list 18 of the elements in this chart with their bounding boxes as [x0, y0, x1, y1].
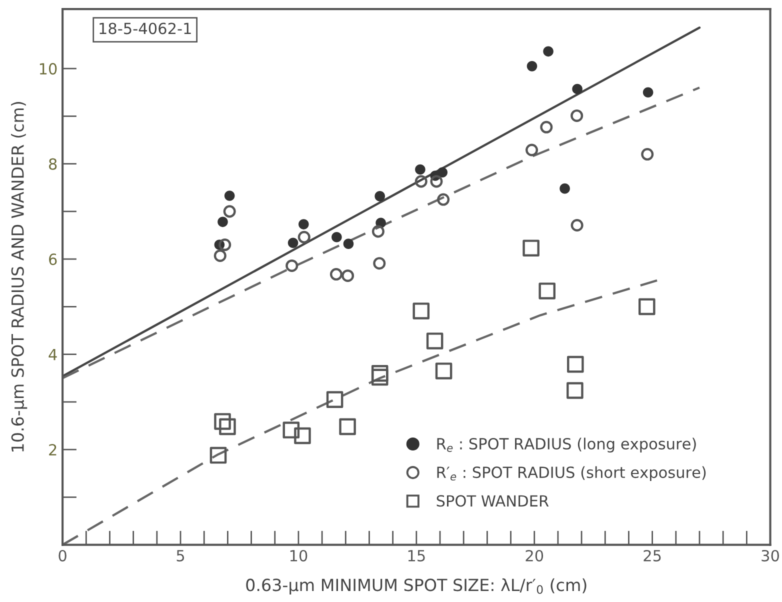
- legend-label: R$_{e}$ : SPOT RADIUS (long exposure): [437, 438, 696, 452]
- y-tick-label: 2: [49, 444, 56, 456]
- x-tick-label: 30: [762, 550, 779, 562]
- y-tick-label: 10: [40, 63, 57, 75]
- x-tick-label: 20: [526, 550, 544, 562]
- annotation: 18-5-4062-1: [100, 22, 191, 34]
- x-axis-title: 0.63-μm MINIMUM SPOT SIZE: λL/r′$_{0}$ (cm): [246, 578, 586, 594]
- legend-label: SPOT WANDER: [436, 495, 549, 507]
- y-tick-label: 6: [49, 254, 57, 266]
- y-axis-title: 10.6-μm SPOT RADIUS AND WANDER (cm): [11, 102, 28, 452]
- x-tick-label: 15: [408, 550, 425, 562]
- x-tick-label: 5: [176, 550, 184, 562]
- legend-label: R′$_{e}$ : SPOT RADIUS (short exposure): [437, 466, 706, 482]
- x-tick-label: 10: [290, 550, 308, 562]
- x-tick-label: 25: [644, 550, 661, 562]
- y-tick-label: 4: [48, 348, 57, 360]
- x-tick-label: 0: [58, 550, 66, 562]
- y-tick-label: 8: [49, 158, 57, 170]
